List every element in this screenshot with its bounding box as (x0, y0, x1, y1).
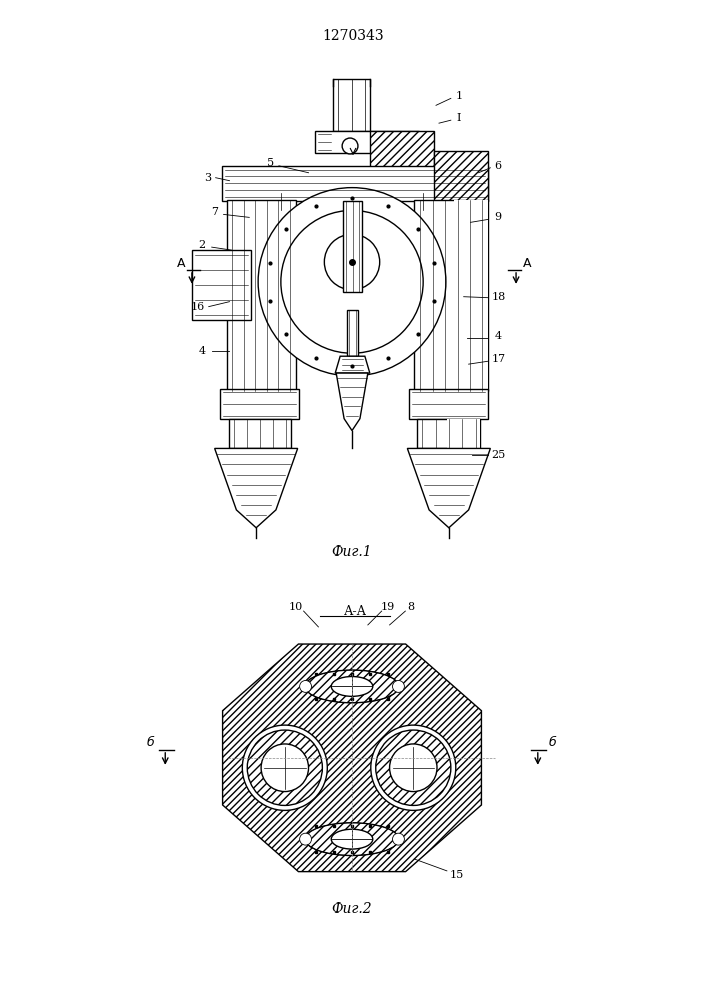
Ellipse shape (305, 670, 399, 703)
Circle shape (300, 833, 312, 845)
Text: А-А: А-А (344, 605, 366, 618)
Circle shape (247, 730, 322, 805)
Text: 18: 18 (491, 292, 506, 302)
Text: 16: 16 (191, 302, 205, 312)
Text: 1270343: 1270343 (322, 29, 384, 43)
Ellipse shape (332, 677, 373, 696)
Text: 4: 4 (198, 346, 205, 356)
Circle shape (392, 680, 404, 692)
Circle shape (370, 725, 456, 810)
Text: 3: 3 (204, 173, 211, 183)
Text: б: б (146, 736, 154, 749)
Text: А: А (522, 257, 531, 270)
Text: I: I (457, 113, 461, 123)
Bar (221, 166, 489, 201)
Text: 2: 2 (198, 240, 205, 250)
Text: 1: 1 (455, 91, 462, 101)
Polygon shape (223, 644, 481, 872)
Circle shape (261, 744, 308, 792)
Circle shape (243, 725, 327, 810)
Text: 5: 5 (267, 158, 274, 168)
Text: Фиг.1: Фиг.1 (332, 545, 373, 559)
Bar (414, 200, 489, 391)
Bar (230, 419, 291, 448)
Text: 6: 6 (495, 161, 502, 171)
Bar (417, 419, 481, 448)
Text: 9: 9 (495, 212, 502, 222)
Bar (192, 250, 251, 320)
Bar (370, 131, 434, 168)
Circle shape (342, 138, 358, 154)
Text: 17: 17 (491, 354, 506, 364)
Bar (434, 151, 489, 201)
Circle shape (375, 730, 451, 805)
Polygon shape (407, 448, 491, 528)
Bar (409, 389, 489, 419)
Text: Фиг.2: Фиг.2 (332, 902, 373, 916)
Polygon shape (215, 448, 298, 528)
Text: 7: 7 (211, 207, 218, 217)
Text: 8: 8 (408, 602, 415, 612)
Bar (347, 310, 358, 356)
Ellipse shape (332, 829, 373, 849)
Circle shape (390, 744, 437, 792)
Text: б: б (549, 736, 556, 749)
Text: 25: 25 (491, 450, 506, 460)
Circle shape (258, 188, 446, 376)
Text: 15: 15 (450, 870, 464, 880)
Bar (315, 131, 419, 153)
Polygon shape (337, 373, 368, 431)
Text: 4: 4 (495, 331, 502, 341)
Circle shape (392, 833, 404, 845)
Text: А: А (177, 257, 185, 270)
Bar (447, 419, 481, 448)
Text: 10: 10 (288, 602, 303, 612)
Ellipse shape (305, 823, 399, 856)
Circle shape (300, 680, 312, 692)
Bar (333, 79, 370, 131)
Bar (343, 201, 362, 292)
Circle shape (325, 234, 380, 290)
Bar (454, 200, 489, 391)
Polygon shape (335, 356, 370, 373)
Text: 19: 19 (380, 602, 395, 612)
Bar (220, 389, 298, 419)
Bar (226, 200, 296, 391)
